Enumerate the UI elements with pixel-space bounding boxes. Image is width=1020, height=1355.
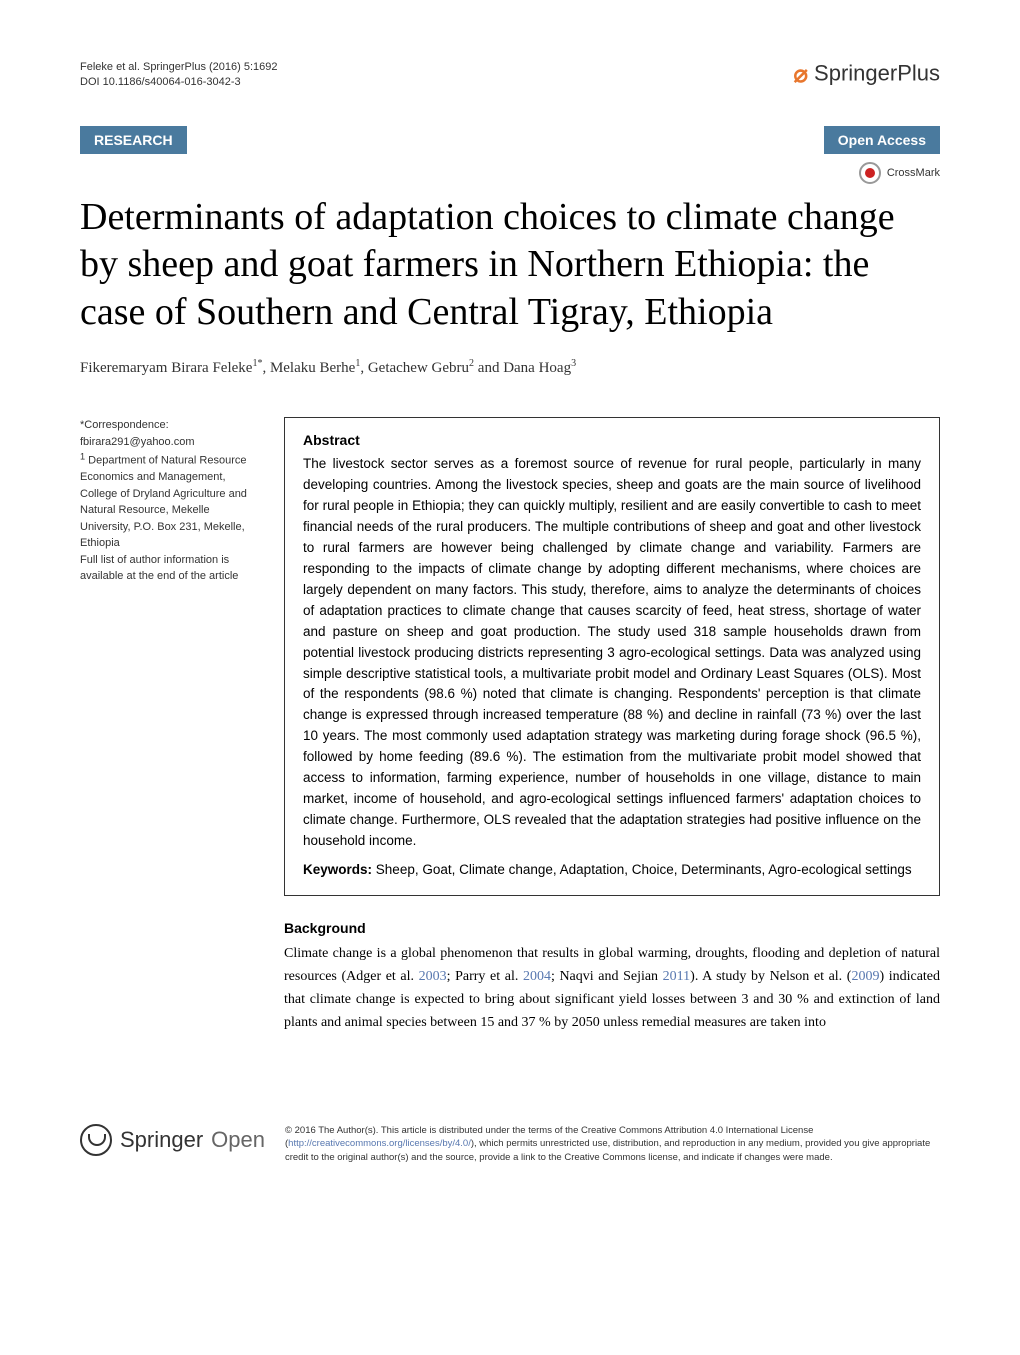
header: Feleke et al. SpringerPlus (2016) 5:1692…	[80, 60, 940, 91]
correspondence-label: *Correspondence:	[80, 417, 260, 434]
affiliation-text: Department of Natural Resource Economics…	[80, 455, 247, 550]
citation-line2: DOI 10.1186/s40064-016-3042-3	[80, 75, 278, 90]
publisher-name: SpringerPlus	[814, 60, 940, 85]
affiliation-marker: 1	[80, 455, 88, 467]
citation-line1: Feleke et al. SpringerPlus (2016) 5:1692	[80, 60, 278, 75]
publisher-logo: ⌀ SpringerPlus	[793, 60, 940, 89]
abstract-text: The livestock sector serves as a foremos…	[303, 454, 921, 852]
license-link[interactable]: http://creativecommons.org/licenses/by/4…	[288, 1138, 471, 1149]
crossmark-badge[interactable]: CrossMark	[859, 162, 940, 184]
background-heading: Background	[284, 920, 940, 936]
citation-link[interactable]: 2009	[851, 969, 879, 984]
crossmark-row: CrossMark	[80, 162, 940, 184]
article-title: Determinants of adaptation choices to cl…	[80, 194, 940, 337]
crossmark-icon	[859, 162, 881, 184]
springer-icon: ⌀	[793, 61, 807, 88]
bg-text-3: ; Naqvi and Sejian	[551, 969, 663, 984]
correspondence-email: fbirara291@yahoo.com	[80, 436, 195, 448]
keywords-label: Keywords:	[303, 862, 372, 877]
bg-text-4: ). A study by Nelson et al. (	[690, 969, 851, 984]
springer-text: Springer	[120, 1127, 203, 1153]
citation-info: Feleke et al. SpringerPlus (2016) 5:1692…	[80, 60, 278, 91]
license-text: © 2016 The Author(s). This article is di…	[285, 1124, 940, 1164]
main-content: Abstract The livestock sector serves as …	[284, 417, 940, 1034]
citation-link[interactable]: 2004	[523, 969, 551, 984]
research-badge: RESEARCH	[80, 126, 187, 154]
abstract-heading: Abstract	[303, 432, 921, 448]
footer: Springer Open © 2016 The Author(s). This …	[0, 1124, 1020, 1204]
open-text: Open	[211, 1127, 265, 1153]
authors-list: Fikeremaryam Birara Feleke1*, Melaku Ber…	[80, 358, 940, 377]
background-text: Climate change is a global phenomenon th…	[284, 942, 940, 1034]
springer-open-icon	[80, 1124, 112, 1156]
bg-text-2: ; Parry et al.	[447, 969, 523, 984]
correspondence-sidebar: *Correspondence: fbirara291@yahoo.com 1 …	[80, 417, 260, 1034]
open-access-badge: Open Access	[824, 126, 940, 154]
keywords-section: Keywords: Sheep, Goat, Climate change, A…	[303, 860, 921, 881]
citation-link[interactable]: 2003	[419, 969, 447, 984]
springer-open-logo: Springer Open	[80, 1124, 265, 1156]
keywords-text: Sheep, Goat, Climate change, Adaptation,…	[376, 862, 912, 877]
crossmark-label: CrossMark	[887, 167, 940, 179]
citation-link[interactable]: 2011	[663, 969, 690, 984]
abstract-box: Abstract The livestock sector serves as …	[284, 417, 940, 895]
badge-row: RESEARCH Open Access	[80, 126, 940, 154]
author-info-note: Full list of author information is avail…	[80, 554, 238, 583]
